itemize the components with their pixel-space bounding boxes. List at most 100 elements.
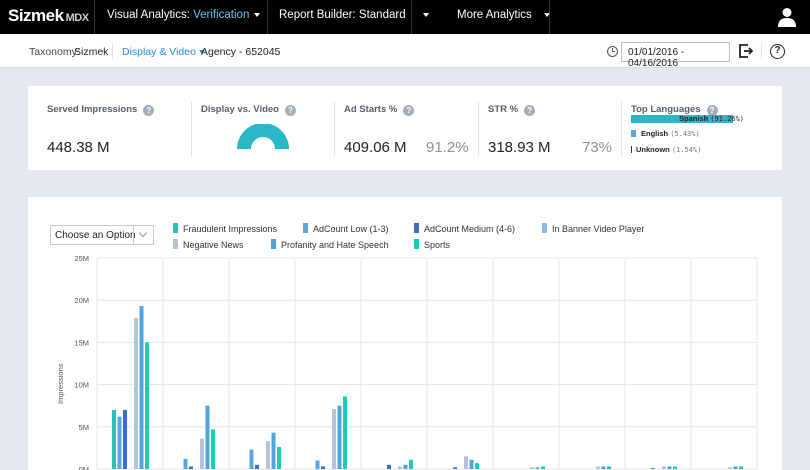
y-tick-label: 15M	[74, 338, 89, 347]
legend-label: In Banner Video Player	[552, 224, 645, 234]
y-tick-label: 25M	[74, 254, 89, 263]
bar	[541, 466, 545, 469]
display-video-donut	[237, 124, 289, 149]
kpi-title-text: Served Impressions	[47, 104, 138, 115]
bar	[475, 463, 479, 469]
impressions-bar-chart: 0M 5M 10M 15M 20M 25M Impressions	[56, 254, 758, 470]
legend-label: Sports	[424, 240, 451, 250]
bar	[651, 468, 655, 469]
user-icon[interactable]	[778, 7, 796, 27]
kpi-title-text: Ad Starts %	[344, 104, 398, 115]
legend-item[interactable]: Fraudulent Impressions	[173, 223, 277, 234]
bar	[398, 466, 402, 469]
bar	[469, 459, 474, 469]
bar	[728, 467, 732, 469]
chevron-down-icon	[543, 12, 550, 17]
language-name: English	[641, 129, 669, 138]
language-name: Unknown	[636, 145, 670, 154]
top-nav: Sizmek MDX Visual Analytics: Verification…	[0, 0, 810, 34]
nav-divider	[411, 0, 412, 34]
bar	[332, 409, 336, 469]
clock-icon	[607, 46, 618, 57]
kpi-value: 318.93 M	[488, 139, 551, 156]
more-analytics-label: More Analytics	[457, 9, 532, 21]
report-builder-menu[interactable]: Report Builder: Standard	[279, 9, 429, 21]
y-tick-label: 5M	[79, 423, 89, 432]
bar	[453, 467, 457, 469]
bar	[205, 405, 210, 469]
visual-analytics-label: Visual Analytics:	[107, 9, 190, 21]
help-icon[interactable]: ?	[524, 105, 536, 116]
help-icon[interactable]: ?	[403, 105, 415, 116]
legend-swatch	[542, 223, 547, 233]
sizmek-logo[interactable]: Sizmek MDX	[8, 6, 89, 26]
divider	[478, 102, 479, 156]
help-icon[interactable]: ?	[706, 105, 718, 116]
legend-swatch	[271, 239, 276, 249]
bar	[535, 467, 540, 469]
kpi-percent: 73%	[582, 139, 613, 156]
legend-item[interactable]: AdCount Low (1-3)	[303, 223, 389, 234]
bar	[145, 342, 149, 469]
bar	[409, 459, 413, 469]
bar	[321, 466, 325, 469]
legend-label: Negative News	[183, 240, 244, 250]
bar	[117, 416, 122, 469]
divider	[191, 102, 192, 156]
legend-item[interactable]: Profanity and Hate Speech	[271, 239, 389, 250]
bar	[211, 429, 215, 469]
more-analytics-menu[interactable]: More Analytics	[457, 9, 550, 21]
bar	[255, 464, 259, 469]
option-select[interactable]: Choose an Option	[50, 225, 154, 245]
bar	[464, 456, 468, 469]
help-icon[interactable]: ?	[284, 105, 296, 116]
visual-analytics-menu[interactable]: Visual Analytics: Verification	[107, 9, 261, 21]
kpi-value: 409.06 M	[344, 139, 407, 156]
divider	[621, 102, 622, 156]
chevron-down-icon	[198, 50, 205, 55]
kpi-title-text: Top Languages	[631, 104, 701, 115]
bar	[667, 466, 672, 469]
language-bar-spanish: Spanish (91.26%)	[631, 114, 744, 123]
legend-swatch	[414, 223, 419, 233]
bar	[315, 460, 320, 469]
chart-panel: Choose an Option Fraudulent Impressions …	[28, 197, 782, 470]
logo-suffix: MDX	[65, 12, 89, 24]
legend-item[interactable]: Sports	[414, 239, 450, 250]
language-name: Spanish	[679, 114, 709, 123]
language-pct: (1.54%)	[671, 146, 702, 154]
legend-item[interactable]: AdCount Medium (4-6)	[414, 223, 515, 234]
bar	[601, 466, 606, 469]
date-range-input[interactable]: 01/01/2016 - 04/16/2016	[621, 42, 730, 69]
view-selector-label: Display & Video	[122, 46, 196, 58]
report-builder-value: Standard	[358, 9, 406, 21]
logo-text: Sizmek	[8, 6, 64, 25]
bar	[343, 396, 347, 469]
kpi-title: Ad Starts %?	[344, 104, 415, 116]
legend-item[interactable]: Negative News	[173, 239, 244, 250]
bar	[739, 466, 743, 469]
help-icon[interactable]: ?	[770, 44, 785, 59]
kpi-title: STR %?	[488, 104, 536, 116]
kpi-percent: 91.2%	[426, 139, 469, 156]
bar	[189, 466, 193, 469]
taxonomy-value: Sizmek	[74, 46, 109, 58]
sub-header: Taxonomy: Sizmek Display & Video Agency …	[0, 34, 810, 69]
y-tick-label: 0M	[79, 465, 89, 470]
y-tick-label: 20M	[74, 296, 89, 305]
kpi-value: 448.38 M	[47, 139, 110, 156]
nav-divider	[549, 0, 550, 34]
legend-item[interactable]: In Banner Video Player	[542, 223, 644, 234]
language-swatch	[631, 130, 636, 137]
y-axis-label: Impressions	[56, 363, 65, 404]
legend-label: AdCount Medium (4-6)	[424, 224, 516, 234]
bar	[271, 432, 276, 469]
export-icon[interactable]	[739, 44, 753, 58]
bar	[387, 464, 391, 469]
bar	[733, 466, 738, 469]
bar	[134, 317, 138, 469]
view-selector[interactable]: Display & Video	[122, 46, 205, 58]
agency-label: Agency - 652045	[201, 46, 281, 58]
bar	[337, 405, 342, 469]
help-icon[interactable]: ?	[143, 105, 155, 116]
